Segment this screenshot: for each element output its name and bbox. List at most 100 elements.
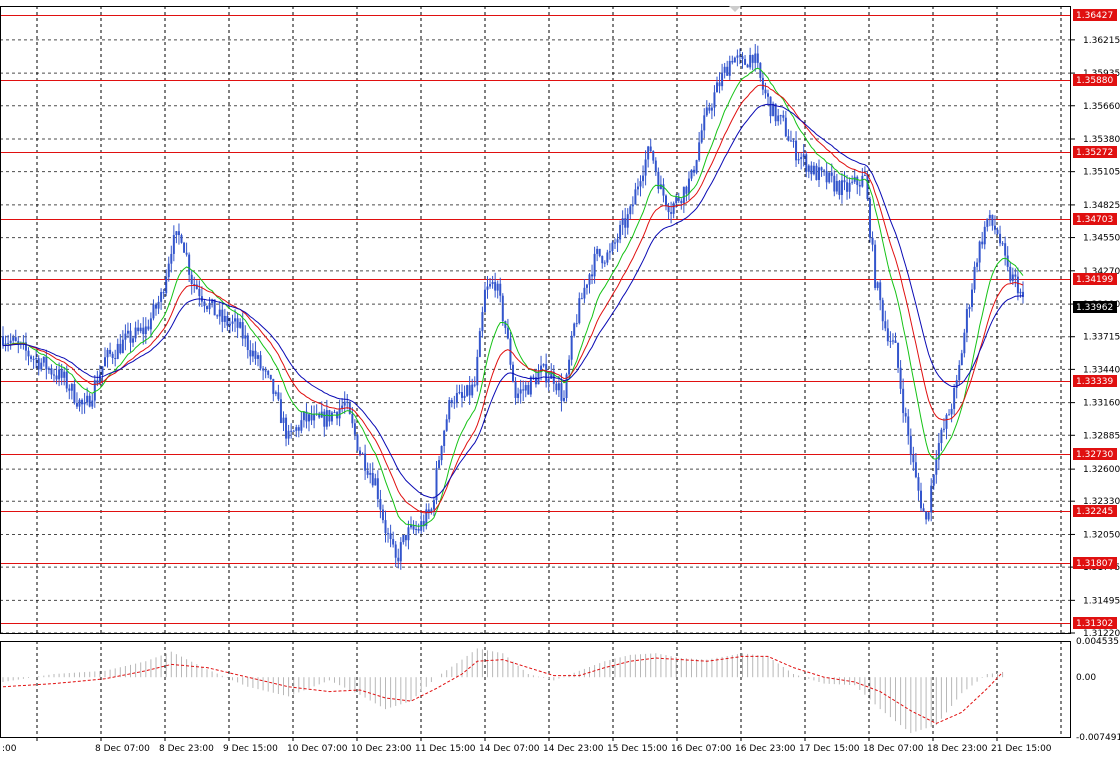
candle-body bbox=[379, 499, 382, 510]
candle-body bbox=[547, 378, 550, 383]
candle-body bbox=[619, 224, 622, 240]
candle-body bbox=[461, 392, 463, 398]
candle-body bbox=[588, 274, 591, 285]
candle-body bbox=[527, 385, 530, 395]
candle-body bbox=[211, 299, 214, 304]
candle-body bbox=[50, 368, 53, 375]
candle-body bbox=[73, 384, 76, 403]
candle-body bbox=[601, 256, 604, 264]
candle-body bbox=[114, 358, 117, 360]
level-label: 1.35880 bbox=[1076, 76, 1113, 86]
candle-body bbox=[853, 176, 856, 182]
candle-body bbox=[96, 380, 99, 384]
candle-body bbox=[30, 356, 33, 359]
level-label-box bbox=[1073, 273, 1117, 285]
time-tick-label: 18 Dec 23:00 bbox=[927, 744, 988, 754]
candle-body bbox=[203, 301, 206, 307]
candle-body bbox=[524, 385, 527, 391]
candle-body bbox=[789, 140, 792, 142]
candle-body bbox=[948, 414, 951, 416]
candle-body bbox=[999, 233, 1002, 244]
candle-body bbox=[759, 62, 762, 78]
candle-body bbox=[476, 356, 479, 386]
candle-body bbox=[228, 323, 231, 326]
candle-body bbox=[953, 387, 956, 409]
candle-body bbox=[93, 380, 96, 401]
candle-body bbox=[861, 175, 864, 187]
candle-body bbox=[366, 470, 369, 475]
candle-body bbox=[14, 337, 17, 342]
candle-body bbox=[848, 182, 851, 192]
level-label: 1.34703 bbox=[1076, 215, 1113, 225]
candle-body bbox=[246, 335, 249, 351]
candle-body bbox=[560, 383, 563, 401]
level-label: 1.31302 bbox=[1076, 619, 1113, 629]
candle-body bbox=[83, 402, 86, 405]
time-tick-label: 8 Dec 07:00 bbox=[95, 744, 150, 754]
candle-body bbox=[833, 175, 836, 192]
candle-body bbox=[1004, 243, 1007, 256]
price-tick-label: 1.32600 bbox=[1083, 465, 1120, 475]
candle-body bbox=[302, 411, 305, 421]
candle-body bbox=[550, 371, 553, 379]
candle-body bbox=[1006, 255, 1009, 267]
candle-body bbox=[463, 395, 466, 398]
candle-body bbox=[277, 392, 280, 400]
candle-body bbox=[963, 332, 966, 354]
candle-body bbox=[78, 399, 81, 407]
candle-body bbox=[180, 235, 183, 243]
horizontal-levels bbox=[0, 15, 1070, 624]
candle-body bbox=[721, 72, 724, 87]
level-label-box bbox=[1073, 375, 1117, 387]
candle-body bbox=[672, 203, 675, 214]
candle-body bbox=[422, 521, 425, 527]
price-tick-label: 1.34550 bbox=[1083, 234, 1120, 244]
candle-body bbox=[787, 136, 790, 141]
candle-body bbox=[504, 321, 507, 328]
candle-body bbox=[292, 430, 295, 432]
ma-fast-line bbox=[2, 67, 1024, 527]
candle-body bbox=[346, 401, 349, 403]
candle-body bbox=[98, 374, 101, 384]
candle-body bbox=[70, 384, 73, 391]
candle-body bbox=[779, 115, 782, 117]
candle-body bbox=[443, 430, 446, 446]
candle-body bbox=[425, 509, 428, 527]
candle-body bbox=[891, 340, 894, 342]
candle-body bbox=[124, 333, 127, 340]
candle-body bbox=[65, 371, 68, 389]
candle-body bbox=[973, 266, 976, 290]
candle-body bbox=[282, 417, 285, 423]
ma-slow-line bbox=[2, 103, 1023, 499]
candle-body bbox=[626, 214, 629, 228]
candle-body bbox=[17, 341, 20, 344]
candle-body bbox=[142, 327, 145, 335]
candle-body bbox=[471, 384, 474, 396]
candle-body bbox=[774, 103, 777, 122]
candle-body bbox=[647, 146, 650, 160]
candle-body bbox=[47, 368, 50, 370]
price-tick-label: 1.32885 bbox=[1083, 431, 1120, 441]
level-label-box bbox=[1073, 617, 1117, 629]
candle-body bbox=[341, 405, 344, 409]
candle-body bbox=[608, 251, 611, 253]
candle-body bbox=[121, 339, 124, 354]
candle-body bbox=[111, 353, 114, 359]
candle-body bbox=[542, 364, 545, 366]
candle-body bbox=[540, 365, 543, 373]
candle-body bbox=[636, 186, 639, 190]
candle-body bbox=[557, 383, 560, 391]
candle-body bbox=[782, 115, 785, 118]
candle-body bbox=[496, 283, 499, 291]
candle-body bbox=[509, 338, 512, 365]
candle-body bbox=[259, 355, 262, 369]
candle-body bbox=[389, 533, 392, 540]
candle-body bbox=[144, 326, 147, 335]
candle-body bbox=[32, 358, 35, 360]
candle-body bbox=[871, 237, 874, 245]
candle-body bbox=[308, 414, 310, 422]
candle-body bbox=[88, 395, 91, 407]
candle-body bbox=[828, 172, 831, 183]
candle-body bbox=[902, 388, 905, 414]
